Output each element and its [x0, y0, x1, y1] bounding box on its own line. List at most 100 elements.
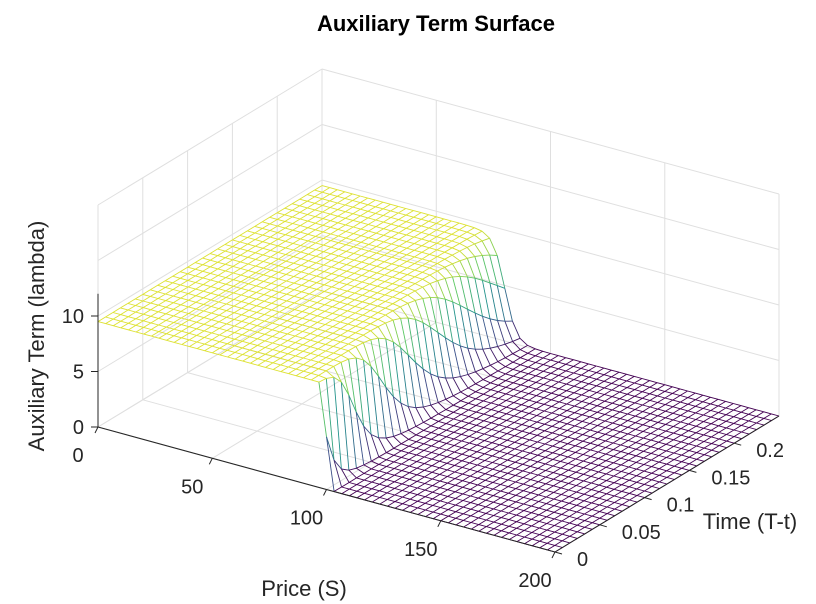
mesh-line [530, 472, 539, 476]
mesh-line [248, 298, 257, 305]
mesh-line [469, 477, 478, 484]
mesh-line [513, 375, 521, 379]
mesh-line [612, 416, 621, 420]
mesh-line [537, 470, 546, 476]
mesh-line [292, 216, 301, 220]
mesh-line [613, 488, 622, 492]
grid-line [97, 235, 323, 372]
mesh-line [203, 297, 212, 301]
mesh-line [483, 402, 492, 408]
mesh-line [523, 510, 532, 514]
mesh-line [436, 238, 445, 244]
mesh-line [270, 236, 278, 240]
mesh-line [565, 359, 574, 365]
mesh-line [620, 440, 629, 446]
mesh-line [165, 300, 174, 304]
x-tick-label: 150 [404, 539, 437, 561]
mesh-line [567, 463, 576, 467]
mesh-line [414, 276, 423, 280]
mesh-line [347, 299, 356, 305]
mesh-line [559, 443, 568, 449]
mesh-line [468, 409, 477, 413]
mesh-line [293, 262, 302, 266]
mesh-line [202, 273, 211, 279]
mesh-line [232, 239, 241, 243]
mesh-line [612, 429, 621, 433]
mesh-line [681, 443, 690, 449]
mesh-line [459, 275, 468, 278]
mesh-line [626, 376, 635, 382]
mesh-line [665, 404, 673, 408]
mesh-line [310, 341, 319, 348]
mesh-line [545, 452, 554, 458]
mesh-line [550, 366, 559, 370]
mesh-line [249, 325, 258, 331]
mesh-line [588, 370, 597, 374]
mesh-line [522, 470, 531, 474]
mesh-line [531, 532, 540, 536]
mesh-line [603, 367, 612, 371]
mesh-line [218, 290, 227, 296]
mesh-line [598, 458, 607, 462]
mesh-line [438, 409, 447, 415]
mesh-line [537, 441, 546, 445]
mesh-line [189, 346, 198, 350]
mesh-line [446, 451, 455, 458]
mesh-line [180, 306, 189, 312]
mesh-line [496, 255, 506, 289]
mesh-line [674, 472, 683, 476]
mesh-line [626, 393, 635, 397]
mesh-line [626, 373, 635, 377]
mesh-line [528, 401, 537, 408]
mesh-line [551, 388, 560, 394]
mesh-line [726, 423, 735, 429]
mesh-line [277, 214, 286, 220]
mesh-line [611, 389, 620, 393]
mesh-line [689, 463, 698, 467]
mesh-line [429, 240, 438, 244]
mesh-line [756, 409, 764, 413]
mesh-line [508, 514, 517, 520]
mesh-line [383, 215, 392, 218]
mesh-line [466, 258, 476, 279]
mesh-line [405, 210, 414, 216]
mesh-line [225, 296, 234, 300]
mesh-line [627, 422, 636, 428]
mesh-line [299, 214, 308, 220]
mesh-line [680, 421, 689, 425]
mesh-line [477, 460, 486, 466]
mesh-line [315, 229, 324, 233]
mesh-line [528, 382, 537, 388]
mesh-line [390, 217, 399, 221]
mesh-line [307, 209, 316, 215]
mesh-line [424, 456, 432, 460]
mesh-line [444, 244, 453, 249]
mesh-line [428, 229, 437, 235]
mesh-line [392, 283, 401, 287]
mesh-line [355, 319, 364, 323]
mesh-line [486, 519, 494, 523]
mesh-line [329, 195, 338, 202]
mesh-line [270, 249, 279, 253]
mesh-line [537, 443, 546, 449]
mesh-line [598, 478, 607, 482]
mesh-line [422, 283, 431, 288]
mesh-line [409, 494, 418, 500]
mesh-line [642, 411, 651, 415]
mesh-line [559, 427, 568, 431]
mesh-line [393, 447, 402, 452]
mesh-line [476, 420, 485, 426]
mesh-line [402, 498, 411, 505]
y-tick-label: 0.2 [756, 440, 784, 462]
mesh-line [371, 470, 380, 476]
mesh-line [576, 518, 585, 522]
mesh-line [363, 359, 372, 435]
mesh-line [453, 431, 462, 435]
mesh-line [687, 410, 696, 414]
mesh-line [621, 479, 630, 486]
mesh-line [173, 308, 182, 312]
mesh-line [680, 436, 689, 443]
mesh-line [658, 457, 667, 463]
mesh-line [619, 385, 628, 389]
mesh-line [416, 467, 425, 471]
